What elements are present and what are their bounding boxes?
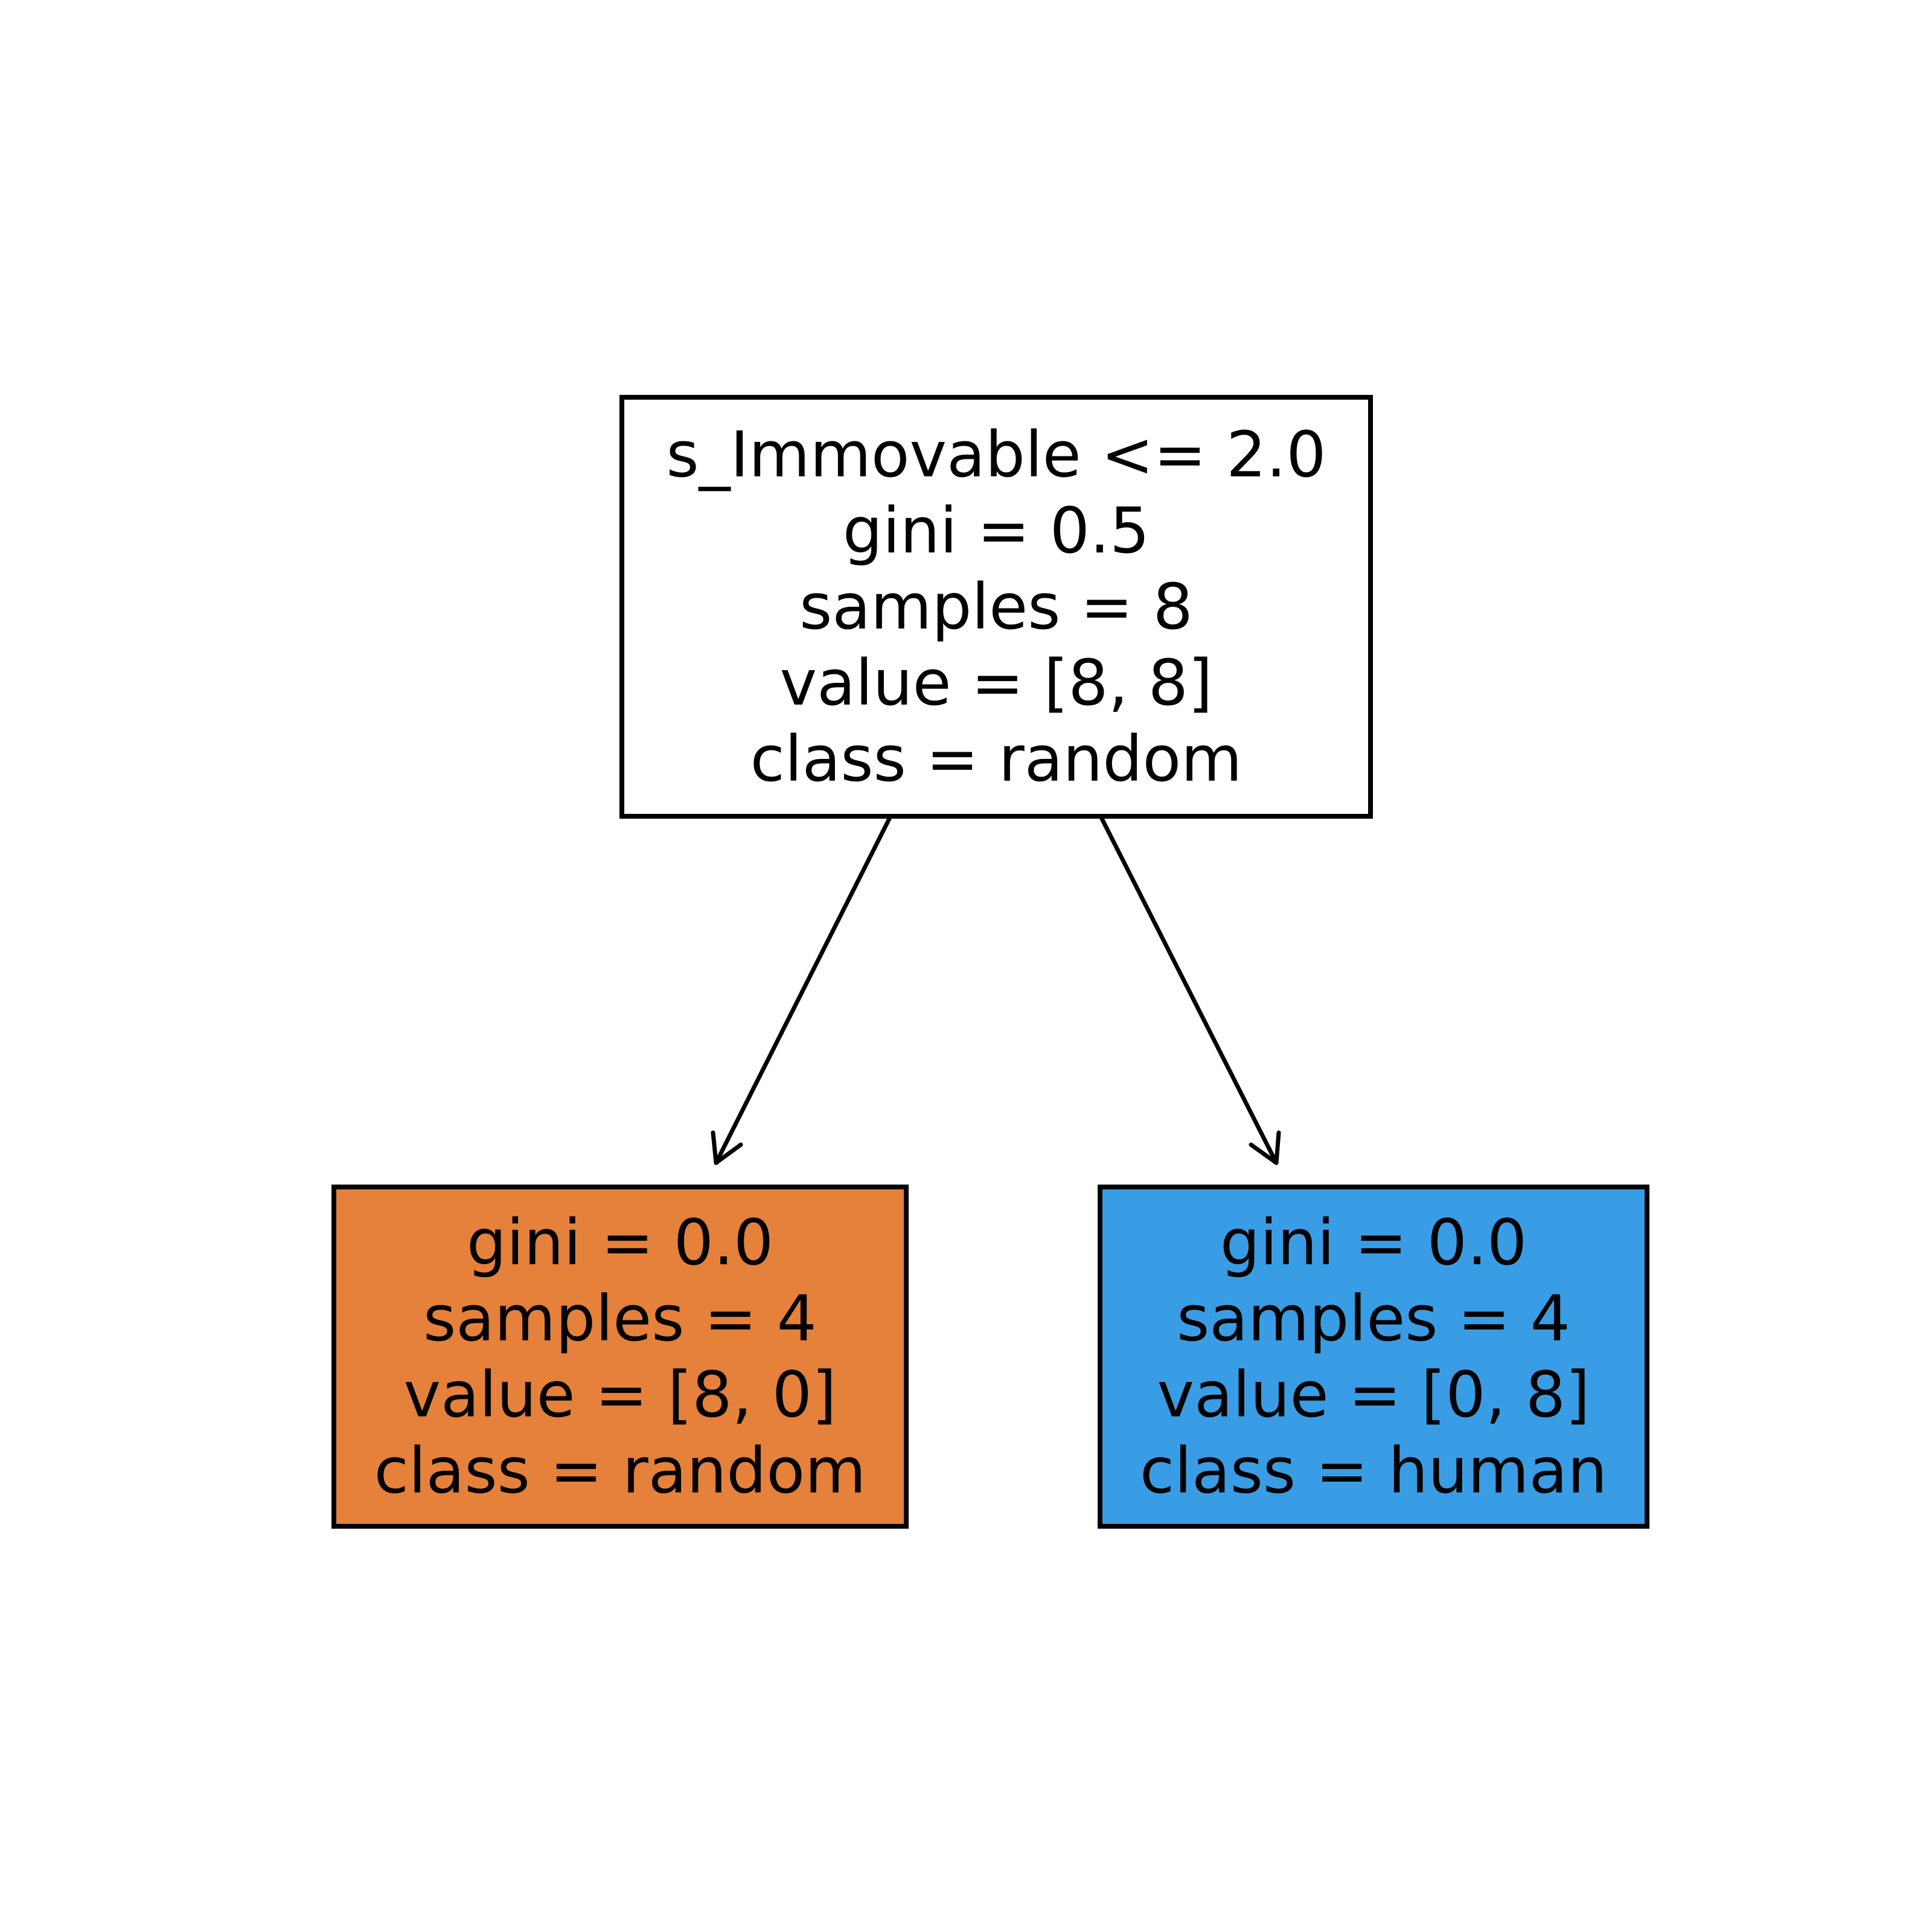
left-gini: gini = 0.0 [466,1206,774,1279]
left-samples: samples = 4 [423,1282,817,1355]
root-node: s_Immovable <= 2.0 gini = 0.5 samples = … [619,395,1373,819]
right-gini: gini = 0.0 [1220,1206,1527,1279]
right-leaf-node: gini = 0.0 samples = 4 value = [0, 8] cl… [1098,1185,1649,1529]
edge-root-to-right [1099,816,1281,1165]
root-split-rule: s_Immovable <= 2.0 [666,418,1326,491]
root-samples: samples = 8 [799,570,1193,644]
root-class: class = random [750,722,1243,796]
right-class: class = human [1139,1434,1608,1508]
edge-root-to-left [711,816,892,1165]
left-class: class = random [374,1434,866,1508]
root-value: value = [8, 8] [779,646,1213,720]
right-samples: samples = 4 [1177,1282,1570,1355]
root-gini: gini = 0.5 [842,494,1150,568]
arrowhead-right-icon [1249,1130,1281,1165]
right-value: value = [0, 8] [1157,1358,1590,1431]
left-leaf-node: gini = 0.0 samples = 4 value = [8, 0] cl… [331,1185,909,1529]
left-value: value = [8, 0] [403,1358,837,1431]
arrowhead-left-icon [711,1130,743,1165]
